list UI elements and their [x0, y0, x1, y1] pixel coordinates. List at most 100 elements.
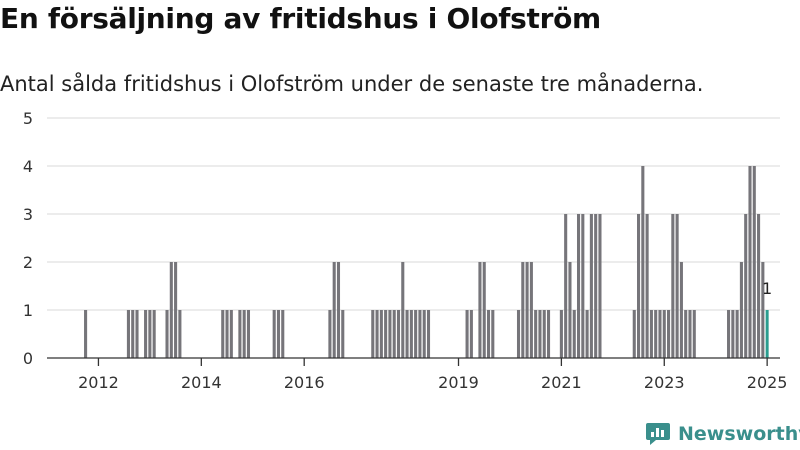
y-tick-label: 0 — [23, 349, 33, 368]
bar — [692, 310, 696, 358]
bar — [482, 262, 486, 358]
bar — [671, 214, 675, 358]
bar — [632, 310, 636, 358]
bar — [645, 214, 649, 358]
bar — [667, 310, 671, 358]
bar — [272, 310, 276, 358]
bar — [739, 262, 743, 358]
bar — [727, 310, 731, 358]
bar — [649, 310, 653, 358]
bar — [242, 310, 246, 358]
y-tick-label: 2 — [23, 253, 33, 272]
bar — [675, 214, 679, 358]
x-tick-label: 2016 — [284, 373, 325, 392]
bar — [144, 310, 148, 358]
bar — [564, 214, 568, 358]
bar — [581, 214, 585, 358]
bar — [221, 310, 225, 358]
bar — [409, 310, 413, 358]
x-tick-label: 2014 — [181, 373, 222, 392]
highlight-data-label: 1 — [762, 279, 772, 298]
bar — [392, 310, 396, 358]
bar — [572, 310, 576, 358]
bar — [761, 262, 765, 358]
bar — [658, 310, 662, 358]
chart-subtitle: Antal sålda fritidshus i Olofström under… — [0, 72, 704, 96]
bar — [469, 310, 473, 358]
bar — [229, 310, 233, 358]
bar — [418, 310, 422, 358]
bar — [559, 310, 563, 358]
y-tick-label: 4 — [23, 157, 33, 176]
newsworthy-logo-icon — [646, 423, 670, 445]
bar — [594, 214, 598, 358]
bar — [679, 262, 683, 358]
bar — [637, 214, 641, 358]
bar — [426, 310, 431, 358]
bar — [744, 214, 748, 358]
bar — [654, 310, 658, 358]
bar — [662, 310, 666, 358]
bar — [585, 310, 589, 358]
bar-chart: 0 1 2 3 4 5 2012 2014 2016 2019 2021 2023 2025 1 — [23, 109, 788, 392]
bar — [491, 310, 495, 358]
bar — [384, 310, 388, 358]
bar — [169, 262, 173, 358]
bar — [598, 214, 602, 358]
y-tick-label: 3 — [23, 205, 33, 224]
x-tick-label: 2012 — [78, 373, 119, 392]
bar — [379, 310, 383, 358]
bar — [538, 310, 542, 358]
bar — [568, 262, 572, 358]
bar — [546, 310, 551, 358]
x-tick-label: 2023 — [644, 373, 685, 392]
y-tick-label: 5 — [23, 109, 33, 128]
bar — [757, 214, 761, 358]
bar — [576, 214, 581, 358]
bar — [371, 310, 375, 358]
bar — [521, 262, 525, 358]
bar — [84, 310, 88, 358]
x-tick-label: 2021 — [541, 373, 582, 392]
y-tick-label: 1 — [23, 301, 33, 320]
bar — [178, 310, 182, 358]
bar — [276, 310, 281, 358]
bar — [731, 310, 735, 358]
bar — [534, 310, 538, 358]
bar — [375, 310, 379, 358]
bar — [589, 214, 593, 358]
bar — [414, 310, 418, 358]
bar — [135, 310, 139, 358]
bar — [405, 310, 409, 358]
x-tick-label: 2019 — [438, 373, 479, 392]
bar — [246, 310, 251, 358]
bar — [752, 166, 756, 358]
bar — [401, 262, 405, 358]
newsworthy-brand-name: Newsworthy — [678, 423, 800, 445]
bar-highlight — [765, 310, 769, 358]
bar — [525, 262, 529, 358]
bar — [341, 310, 345, 358]
bar — [529, 262, 533, 358]
bar — [422, 310, 426, 358]
bar — [332, 262, 336, 358]
bar — [328, 310, 332, 358]
bar — [388, 310, 392, 358]
bar — [126, 310, 130, 358]
bar — [336, 262, 341, 358]
x-tick-label: 2025 — [747, 373, 788, 392]
bar — [148, 310, 152, 358]
bar — [225, 310, 229, 358]
newsworthy-brand: Newsworthy — [645, 420, 800, 448]
bar — [131, 310, 135, 358]
bar — [486, 310, 491, 358]
bar — [396, 310, 401, 358]
bar — [542, 310, 546, 358]
bar — [478, 262, 482, 358]
bar — [174, 262, 178, 358]
chart-title: En försäljning av fritidshus i Olofström — [0, 2, 601, 35]
bar — [516, 310, 521, 358]
bar — [281, 310, 285, 358]
bar — [152, 310, 156, 358]
bar — [465, 310, 469, 358]
